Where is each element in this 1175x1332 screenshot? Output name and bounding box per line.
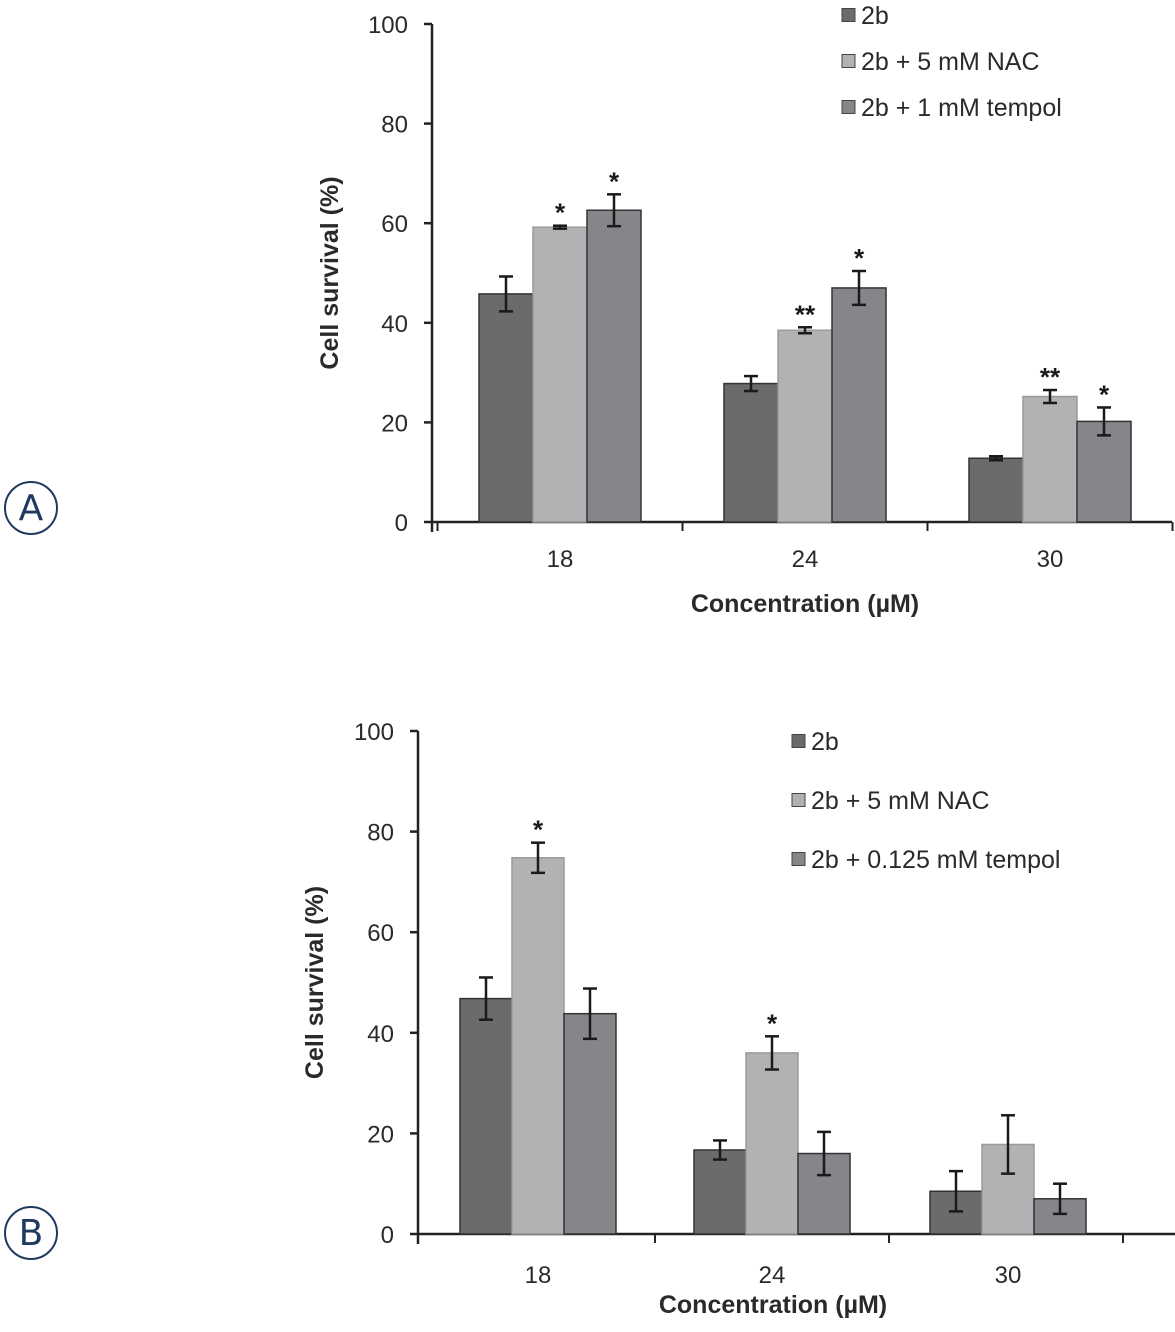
- legend-swatch: [841, 54, 856, 68]
- bar: [532, 226, 588, 523]
- bar: [1022, 395, 1078, 523]
- bar: [777, 329, 833, 523]
- significance-mark: *: [609, 166, 620, 196]
- y-tick-label: 60: [381, 211, 408, 238]
- panel-b: 0 20 40 60 80 100 18 24 30 Cell survival (%) Conce…: [0, 700, 1175, 1332]
- bar: [1033, 1198, 1087, 1235]
- panel-label-a: A: [4, 481, 58, 535]
- y-tick-label: 100: [354, 719, 394, 746]
- y-axis-title: Cell survival (%): [316, 176, 344, 369]
- bar: [745, 1052, 799, 1235]
- x-axis-title: Concentration (µM): [659, 1291, 887, 1319]
- bar: [478, 293, 534, 523]
- chart-b: 0 20 40 60 80 100 18 24 30 Cell survival (%) Conce…: [301, 719, 1175, 1319]
- legend-swatch: [791, 734, 806, 748]
- y-axis-title: Cell survival (%): [301, 886, 329, 1079]
- bar: [693, 1149, 747, 1235]
- significance-mark: *: [533, 815, 544, 845]
- bar: [586, 209, 642, 523]
- legend-swatch: [791, 793, 806, 807]
- legend-label: 2b: [811, 728, 839, 756]
- y-tick-label: 0: [381, 1222, 394, 1249]
- y-tick-label: 0: [395, 510, 408, 537]
- x-tick-label: 18: [525, 1262, 552, 1289]
- x-tick-label: 30: [995, 1262, 1022, 1289]
- x-tick-label: 18: [547, 546, 574, 573]
- significance-mark: **: [795, 299, 816, 329]
- legend-label: 2b + 5 mM NAC: [811, 787, 990, 815]
- bar: [459, 997, 513, 1235]
- y-tick-label: 20: [367, 1121, 394, 1148]
- significance-mark: *: [854, 243, 865, 273]
- chart-a: 0 20 40 60 80 100 18 24 30 Cell survival (%) Conce…: [316, 2, 1174, 618]
- x-axis-title: Concentration (µM): [691, 590, 919, 618]
- x-tick-label: 24: [792, 546, 819, 573]
- y-tick-label: 40: [367, 1021, 394, 1048]
- bar: [968, 457, 1024, 523]
- legend-label: 2b + 0.125 mM tempol: [811, 846, 1060, 874]
- bar: [511, 857, 565, 1235]
- panel-a: 0 20 40 60 80 100 18 24 30 Cell survival (%) Conce…: [0, 0, 1175, 640]
- legend-swatch: [841, 100, 856, 114]
- panel-label-b: B: [4, 1206, 58, 1260]
- y-tick-label: 100: [368, 12, 408, 39]
- y-tick-label: 80: [367, 820, 394, 847]
- bar: [831, 287, 887, 523]
- legend-label: 2b: [861, 2, 889, 30]
- x-tick-label: 24: [759, 1262, 786, 1289]
- y-tick-label: 80: [381, 112, 408, 139]
- legend-swatch: [841, 8, 856, 22]
- significance-mark: *: [555, 198, 566, 228]
- y-tick-label: 40: [381, 311, 408, 338]
- significance-mark: **: [1040, 362, 1061, 392]
- bar: [563, 1012, 617, 1235]
- y-tick-label: 20: [381, 410, 408, 437]
- bar: [723, 382, 779, 523]
- x-tick-label: 30: [1037, 546, 1064, 573]
- significance-mark: *: [1099, 379, 1110, 409]
- bar: [1076, 420, 1132, 523]
- legend-swatch: [791, 852, 806, 866]
- legend-label: 2b + 1 mM tempol: [861, 94, 1062, 122]
- y-tick-label: 60: [367, 920, 394, 947]
- legend-label: 2b + 5 mM NAC: [861, 48, 1040, 76]
- significance-mark: *: [767, 1008, 778, 1038]
